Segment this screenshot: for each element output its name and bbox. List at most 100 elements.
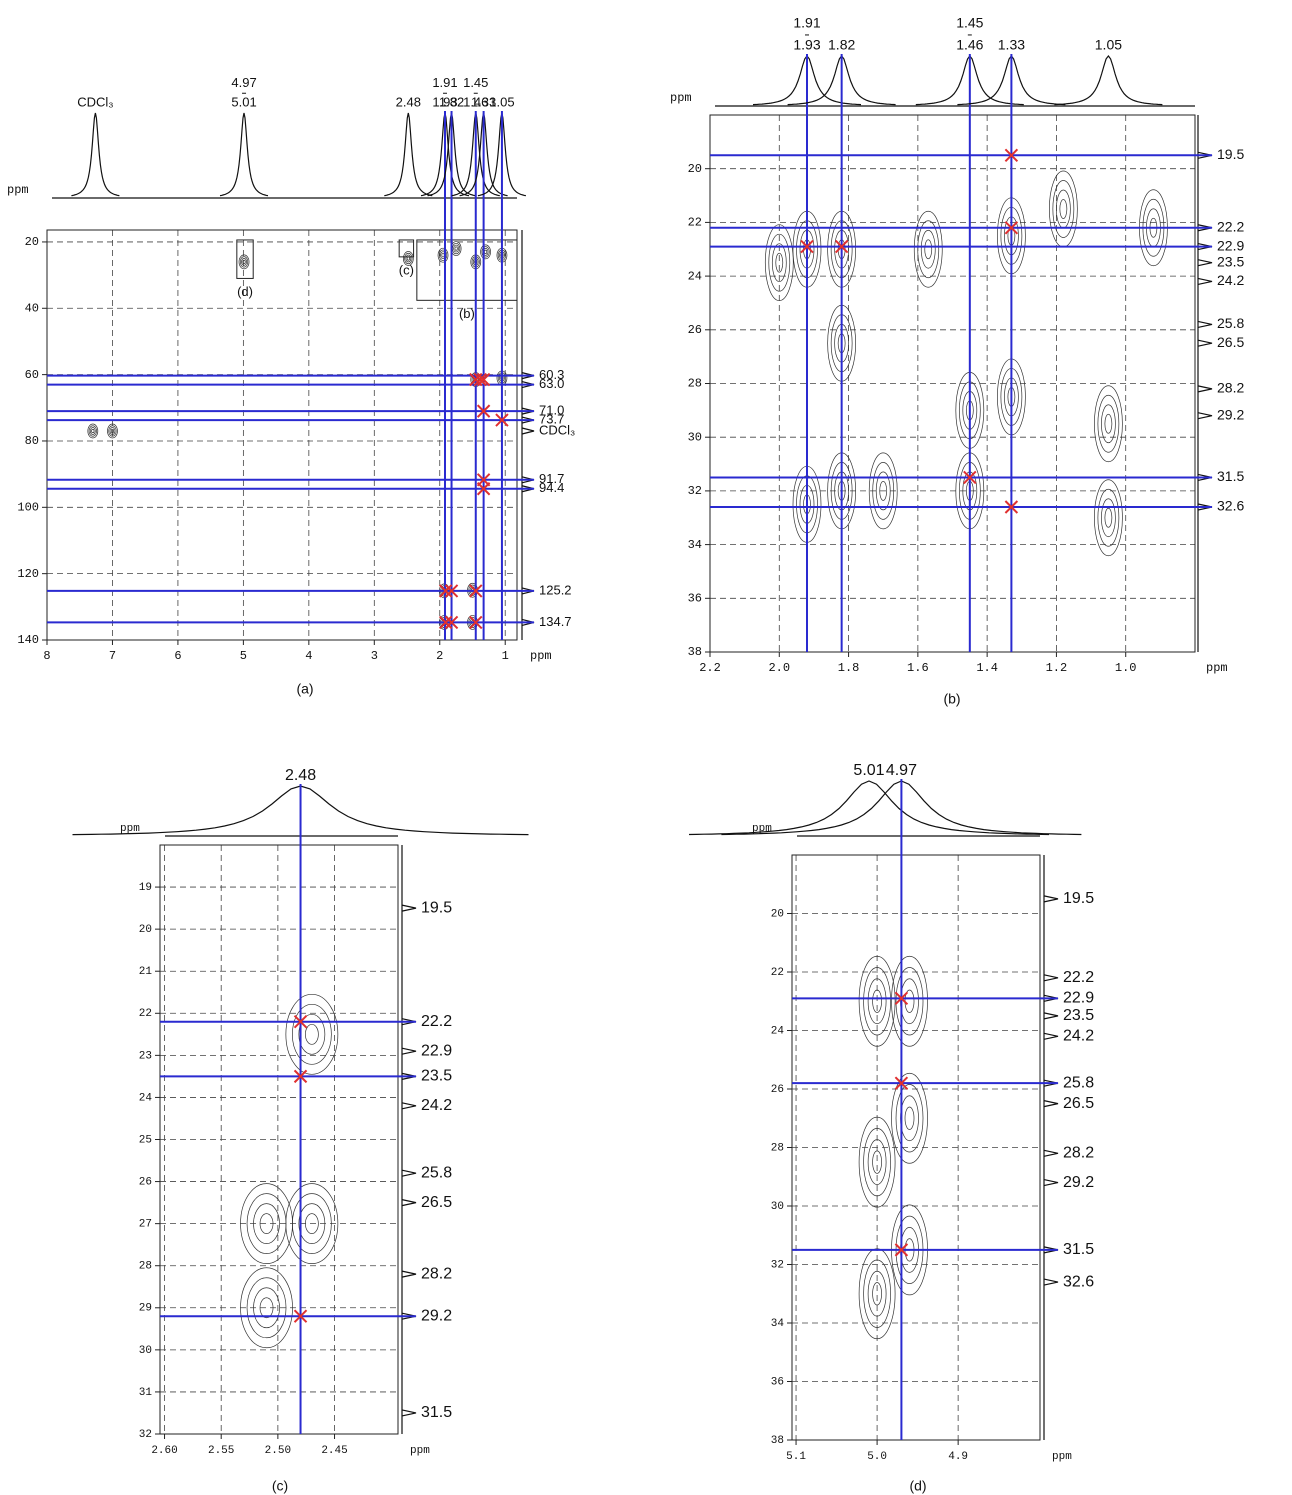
y-tick-label: 22	[771, 967, 784, 979]
contour	[1049, 171, 1077, 247]
projection-peak	[1044, 1101, 1058, 1107]
shift-label: 63.0	[539, 376, 564, 391]
contour	[901, 1096, 919, 1141]
projection-peak	[402, 1103, 416, 1109]
y-tick-label: 30	[771, 1201, 784, 1213]
projection-peak	[71, 113, 119, 196]
x-axis-label: ppm	[410, 1445, 430, 1457]
shift-label: 29.2	[421, 1307, 452, 1324]
x-tick-label: 4.9	[948, 1451, 968, 1463]
contour	[905, 1107, 914, 1130]
peak-label: 1.05	[489, 94, 514, 109]
y-tick-label: 31	[139, 1387, 153, 1399]
contour	[1060, 199, 1067, 218]
peak-label: 2.48	[396, 94, 421, 109]
peak-label: 1.45	[956, 15, 983, 31]
caption: (d)	[909, 1478, 926, 1494]
y-tick-label: 22	[688, 216, 702, 230]
shift-label: 125.2	[539, 582, 572, 597]
y-tick-label: 80	[25, 434, 39, 448]
peak-label: 1.33	[998, 37, 1025, 53]
peak-label: 5.01	[231, 94, 256, 109]
shift-label: 26.5	[421, 1194, 452, 1211]
y-tick-label: 38	[688, 645, 702, 659]
x-tick-label: 6	[174, 649, 181, 663]
contour	[1101, 499, 1115, 537]
shift-label: 25.8	[421, 1164, 452, 1181]
y-tick-label: 20	[771, 908, 784, 920]
x-tick-label: 2.0	[768, 661, 790, 675]
contour	[286, 994, 338, 1074]
x-axis-label: ppm	[1206, 661, 1228, 675]
projection-peak	[1044, 1180, 1058, 1186]
shift-label: 32.6	[1217, 498, 1244, 514]
shift-label: 28.2	[1063, 1145, 1094, 1162]
projection-peak	[1198, 413, 1212, 419]
contour	[1105, 508, 1112, 527]
shift-label: 22.2	[1217, 218, 1244, 234]
peak-label: 4.97	[886, 762, 917, 779]
caption: (c)	[272, 1478, 288, 1494]
projection-peak	[402, 1410, 416, 1416]
shift-label: 23.5	[1063, 1007, 1094, 1024]
contour	[442, 253, 445, 257]
y-tick-label: 34	[771, 1318, 785, 1330]
y-tick-label: 27	[139, 1219, 152, 1231]
x-tick-label: 2.45	[321, 1445, 347, 1457]
shift-label: 23.5	[421, 1068, 452, 1085]
y-tick-label: 20	[688, 162, 702, 176]
peak-label: 1.93	[793, 37, 820, 53]
x-tick-label: 5	[240, 649, 247, 663]
x-tick-label: 1.0	[1115, 661, 1137, 675]
shift-label: 31.5	[1063, 1241, 1094, 1258]
projection-peak	[402, 905, 416, 911]
y-tick-label: 24	[771, 1025, 785, 1037]
x-tick-label: 1.8	[838, 661, 860, 675]
x-tick-label: 1.6	[907, 661, 929, 675]
peak-label: 1.91	[432, 75, 457, 90]
y-tick-label: 100	[17, 500, 39, 514]
shift-label: 24.2	[1063, 1028, 1094, 1045]
x-tick-label: 8	[43, 649, 50, 663]
peak-label: 1.82	[439, 94, 464, 109]
y-tick-label: 23	[139, 1050, 152, 1062]
peak-label: 4.97	[231, 75, 256, 90]
y-tick-label: 26	[771, 1084, 784, 1096]
x-tick-label: 2.55	[208, 1445, 234, 1457]
shift-label: 25.8	[1217, 315, 1244, 331]
shift-label: 94.4	[539, 480, 564, 495]
y-tick-label: 19	[139, 882, 152, 894]
y-tick-label: 28	[771, 1142, 784, 1154]
y-tick-label: 24	[688, 269, 702, 283]
contour	[455, 247, 458, 251]
x-axis-label: ppm	[1052, 1451, 1072, 1463]
contour	[921, 230, 935, 268]
x-axis-label: ppm	[530, 649, 552, 663]
shift-label: 29.2	[1217, 406, 1244, 422]
projection-peak	[402, 1200, 416, 1206]
contour	[1101, 405, 1115, 443]
caption: (a)	[296, 681, 313, 697]
y-tick-label: 22	[139, 1008, 152, 1020]
contour	[892, 956, 928, 1046]
contour	[896, 968, 923, 1036]
peak-label: CDCl₃	[77, 94, 113, 109]
x-tick-label: 1	[502, 649, 509, 663]
shift-label: 26.5	[1063, 1095, 1094, 1112]
y-tick-label: 26	[688, 323, 702, 337]
projection-peak	[1044, 1013, 1058, 1019]
projection-peak	[1198, 260, 1212, 266]
region-label: (d)	[237, 284, 253, 299]
contour	[484, 250, 487, 254]
contour	[914, 211, 942, 287]
y-tick-label: 30	[688, 430, 702, 444]
y-tick-label: 20	[139, 924, 152, 936]
caption: (b)	[943, 691, 960, 707]
x-tick-label: 5.0	[867, 1451, 887, 1463]
y-tick-label: 60	[25, 368, 39, 382]
x-tick-label: 1.4	[976, 661, 998, 675]
projection-peak	[220, 113, 268, 196]
y-tick-label: 21	[139, 966, 153, 978]
y-tick-label: 28	[688, 377, 702, 391]
projection-peak	[1198, 386, 1212, 392]
